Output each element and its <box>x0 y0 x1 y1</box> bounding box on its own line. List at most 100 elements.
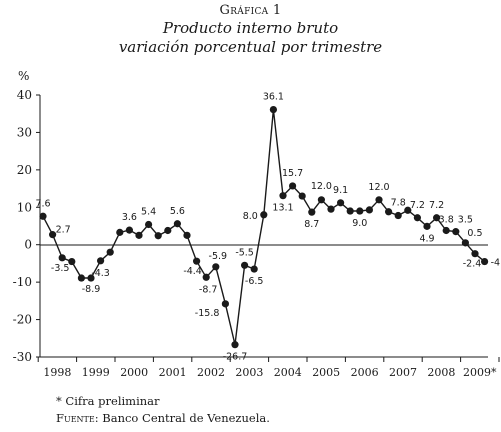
footnote: * Cifra preliminar <box>56 394 160 408</box>
data-label: -26.7 <box>223 352 248 363</box>
data-point <box>202 273 210 281</box>
y-tick-label: -20 <box>13 313 32 327</box>
data-point <box>250 265 258 273</box>
data-point <box>298 192 306 200</box>
data-label: 12.0 <box>311 181 332 192</box>
data-point <box>68 257 76 266</box>
data-point <box>231 341 239 349</box>
data-point <box>154 232 162 240</box>
data-point <box>433 214 441 222</box>
data-point <box>77 274 85 282</box>
data-point <box>125 226 133 234</box>
data-labels: 7.62.7-3.5-8.9-4.33.65.4 5.6-4.4-8.7-5.9-… <box>35 92 501 363</box>
data-point <box>183 231 191 239</box>
x-tick-label: 2002 <box>197 366 225 379</box>
data-label: 7.6 <box>35 198 50 209</box>
x-tick-label: 2006 <box>351 366 379 379</box>
x-tick-label: 2003 <box>235 366 263 379</box>
data-label: -5.9 <box>209 251 228 262</box>
data-label: 4.9 <box>419 233 434 244</box>
data-label: 12.0 <box>368 182 389 193</box>
data-point <box>365 206 373 214</box>
data-point <box>423 222 431 230</box>
data-label: -2.4 <box>463 259 482 270</box>
data-label: 7.2 <box>429 200 444 211</box>
data-point <box>260 211 268 219</box>
data-label: -8.7 <box>199 284 218 295</box>
data-label: 8.7 <box>304 219 319 230</box>
data-label: 9.1 <box>333 185 348 196</box>
data-point <box>269 105 277 114</box>
x-tick-label: 2001 <box>159 366 187 379</box>
data-point <box>106 248 114 256</box>
data-point <box>308 208 316 216</box>
data-point <box>327 205 335 213</box>
data-label: -4.4 <box>183 266 202 277</box>
data-point <box>337 199 345 207</box>
data-point <box>404 206 412 214</box>
y-ticks: 40 30 20 10 0 -10 -20 -30 <box>13 88 40 364</box>
x-ticks: 1998 1999 2000 2001 2002 2003 2004 2005 2006 2007… <box>37 357 500 379</box>
y-tick-label: 30 <box>17 125 32 139</box>
data-label: -15.8 <box>195 308 220 319</box>
data-label: 7.8 <box>391 198 406 209</box>
data-point <box>471 250 479 258</box>
data-label: 15.7 <box>282 168 303 179</box>
x-tick-label: 2009* <box>463 366 497 379</box>
data-label: -8.9 <box>82 284 101 295</box>
data-point <box>385 208 393 216</box>
footnote-text: Cifra preliminar <box>65 394 160 408</box>
x-tick-label: 2007 <box>389 366 417 379</box>
data-point <box>164 226 172 235</box>
data-label: 36.1 <box>263 92 284 103</box>
data-label: -5.5 <box>235 247 254 258</box>
figure-label: Gráfica 1 <box>219 3 282 18</box>
chart-subtitle: variación porcentual por trimestre <box>118 38 383 56</box>
x-tick-label: 1999 <box>82 366 110 379</box>
x-tick-label: 1998 <box>43 366 71 379</box>
data-point <box>87 274 95 282</box>
y-tick-label: -30 <box>13 350 32 364</box>
data-point <box>212 263 220 271</box>
data-label: 3.5 <box>458 215 473 226</box>
y-tick-label: 40 <box>17 88 32 102</box>
chart-title: Producto interno bruto <box>162 19 339 37</box>
data-label: 5.6 <box>170 206 185 217</box>
x-tick-label: 2008 <box>427 366 455 379</box>
y-tick-label: 20 <box>17 163 32 177</box>
data-point <box>49 231 57 239</box>
data-label: 13.1 <box>272 203 293 214</box>
series-group <box>39 105 489 349</box>
data-point <box>135 231 143 239</box>
x-tick-label: 2005 <box>312 366 340 379</box>
data-label: 8.0 <box>243 211 258 222</box>
data-point <box>39 212 47 220</box>
data-point <box>442 226 450 235</box>
data-label: 9.0 <box>352 218 367 229</box>
data-point <box>145 220 153 229</box>
data-point <box>58 254 66 262</box>
data-point <box>394 211 402 220</box>
footnote-marker: * <box>56 394 62 408</box>
data-point <box>289 182 297 190</box>
data-label: -4.3 <box>91 268 110 279</box>
data-label: 7.2 <box>410 200 425 211</box>
data-label: 3.8 <box>439 214 454 225</box>
data-label: -6.5 <box>245 276 264 287</box>
y-tick-label: 10 <box>17 200 32 214</box>
x-tick-label: 2004 <box>274 366 302 379</box>
data-label: -4.5 <box>491 258 501 269</box>
data-label: 2.7 <box>56 225 71 236</box>
data-point <box>461 239 469 247</box>
data-label: 0.5 <box>467 228 482 239</box>
y-axis-label: % <box>18 69 29 83</box>
data-point <box>279 192 287 200</box>
source-note: Fuente: Banco Central de Venezuela. <box>56 411 270 425</box>
data-point <box>452 228 460 236</box>
data-point <box>221 300 229 308</box>
data-label: 5.4 <box>141 207 156 218</box>
data-label: 3.6 <box>122 212 137 223</box>
data-point <box>97 257 105 265</box>
x-tick-label: 2000 <box>120 366 148 379</box>
